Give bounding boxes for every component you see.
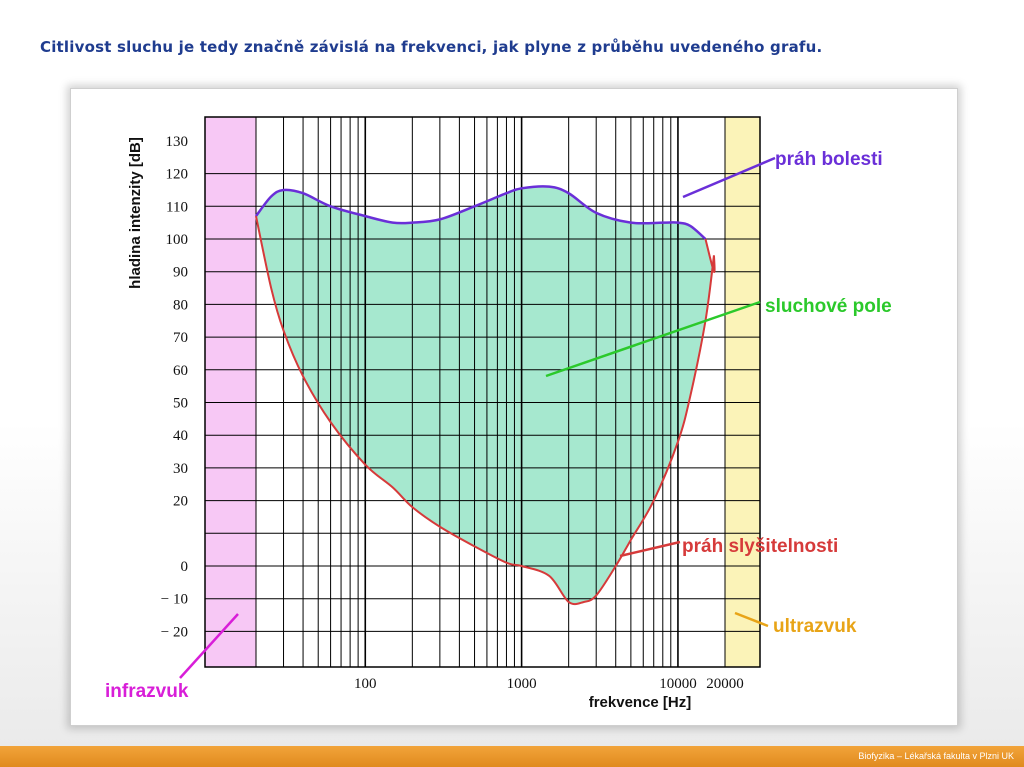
hearing-threshold-curve	[255, 215, 715, 606]
y-tick-label: − 10	[161, 592, 188, 608]
x-tick-label: 10000	[659, 676, 697, 692]
threshold-closing-curve	[704, 238, 716, 273]
annotation-leader	[682, 156, 776, 199]
y-tick-label: 60	[173, 363, 188, 379]
y-tick-label: 50	[173, 396, 188, 412]
y-tick-label: 30	[173, 461, 188, 477]
y-tick-label: 90	[173, 265, 188, 281]
x-tick-label: 1000	[507, 676, 537, 692]
footer-text: Biofyzika – Lékařská fakulta v Plzni UK	[858, 751, 1014, 761]
y-tick-label: 80	[173, 297, 188, 313]
y-tick-label: 40	[173, 428, 188, 444]
y-tick-label: 70	[173, 330, 188, 346]
plot-border	[204, 116, 761, 668]
y-tick-label: 120	[166, 167, 189, 183]
y-tick-label: 20	[173, 494, 188, 510]
x-tick-label: 100	[354, 676, 377, 692]
y-axis-label: hladina intenzity [dB]	[127, 137, 144, 289]
hearing-field-area	[256, 186, 715, 605]
infrasound-band	[205, 117, 256, 667]
footer-bar: Biofyzika – Lékařská fakulta v Plzni UK	[0, 746, 1024, 767]
annotation-label: ultrazvuk	[773, 616, 857, 637]
slide-title: Citlivost sluchu je tedy značně závislá …	[40, 38, 823, 56]
annotation-leader	[545, 300, 761, 378]
annotation-label: práh slyšitelnosti	[682, 536, 838, 557]
x-axis-label: frekvence [Hz]	[589, 694, 692, 711]
ultrasound-band	[725, 117, 760, 667]
y-tick-label: 0	[181, 559, 189, 575]
annotation-label: infrazvuk	[105, 681, 189, 702]
annotation-label: sluchové pole	[765, 296, 892, 317]
y-tick-label: 130	[166, 134, 189, 150]
pain-threshold-curve	[255, 185, 707, 240]
annotation-leader	[619, 540, 681, 558]
annotation-label: práh bolesti	[775, 149, 883, 170]
annotation-leader	[734, 611, 769, 628]
y-tick-label: 110	[166, 199, 188, 215]
y-tick-label: − 20	[161, 624, 188, 640]
annotation-leader	[179, 613, 239, 679]
y-tick-label: 100	[166, 232, 189, 248]
x-tick-label: 20000	[706, 676, 744, 692]
